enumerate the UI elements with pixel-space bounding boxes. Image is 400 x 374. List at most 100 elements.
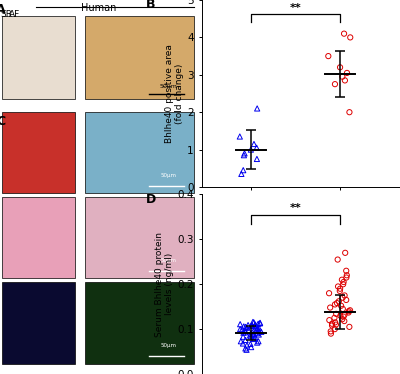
Point — [337, 313, 344, 319]
Text: 50μm: 50μm — [160, 343, 176, 348]
Text: Human: Human — [81, 3, 117, 13]
Point — [340, 279, 347, 285]
Point — [346, 324, 352, 330]
Point — [333, 322, 339, 328]
Point — [346, 109, 353, 115]
Point — [248, 331, 254, 337]
Text: A: A — [0, 3, 6, 16]
Point — [242, 329, 248, 335]
Point — [251, 323, 258, 329]
Point — [329, 322, 335, 328]
Y-axis label: Bhlhe40 positive area
(fold change): Bhlhe40 positive area (fold change) — [165, 44, 184, 143]
Point — [257, 320, 263, 326]
Point — [245, 327, 252, 333]
Point — [245, 322, 251, 328]
Point — [251, 141, 257, 147]
Point — [240, 167, 246, 173]
Point — [253, 324, 259, 330]
Point — [248, 322, 254, 328]
FancyBboxPatch shape — [85, 197, 194, 278]
Point — [338, 303, 344, 309]
Point — [326, 290, 332, 296]
Point — [255, 321, 261, 327]
Point — [240, 340, 246, 346]
Point — [332, 81, 338, 87]
Point — [255, 338, 262, 344]
Point — [344, 272, 350, 278]
Point — [237, 326, 243, 332]
Point — [347, 307, 353, 313]
Point — [340, 313, 347, 319]
Point — [343, 297, 349, 303]
Point — [248, 147, 254, 153]
Point — [256, 325, 262, 331]
Point — [331, 315, 338, 321]
Point — [240, 334, 246, 340]
Point — [345, 310, 352, 316]
FancyBboxPatch shape — [85, 16, 194, 99]
Text: **: ** — [290, 203, 301, 213]
Point — [242, 328, 248, 334]
Point — [237, 321, 243, 327]
FancyBboxPatch shape — [2, 282, 75, 364]
Point — [254, 330, 260, 336]
Point — [341, 312, 348, 318]
Point — [254, 327, 260, 333]
Point — [256, 331, 262, 337]
FancyBboxPatch shape — [2, 16, 75, 99]
Point — [251, 335, 258, 341]
Point — [326, 317, 332, 323]
Text: SR: SR — [0, 10, 12, 19]
Point — [254, 325, 261, 331]
Point — [257, 320, 263, 326]
Point — [242, 328, 248, 334]
Point — [242, 324, 249, 330]
Point — [340, 281, 346, 287]
Point — [339, 277, 345, 283]
Point — [339, 295, 346, 301]
FancyBboxPatch shape — [85, 282, 194, 364]
FancyBboxPatch shape — [85, 112, 194, 193]
Point — [254, 156, 260, 162]
Point — [244, 325, 250, 331]
Point — [238, 338, 244, 344]
Y-axis label: Serum Bhlhe40 protein
levels (ng/ml): Serum Bhlhe40 protein levels (ng/ml) — [155, 232, 174, 337]
Point — [336, 298, 342, 304]
Point — [333, 311, 339, 317]
Point — [346, 308, 352, 314]
Point — [252, 322, 258, 328]
FancyBboxPatch shape — [2, 197, 75, 278]
Point — [244, 342, 250, 348]
Point — [239, 327, 245, 332]
Text: D: D — [146, 193, 156, 206]
Point — [251, 319, 257, 325]
Point — [343, 268, 350, 274]
Point — [249, 329, 256, 335]
Point — [250, 319, 256, 325]
Point — [332, 301, 338, 307]
Point — [254, 340, 260, 346]
Point — [334, 257, 341, 263]
Point — [344, 70, 350, 76]
Point — [238, 171, 244, 177]
Point — [341, 31, 347, 37]
Point — [342, 250, 348, 256]
Text: 50μm: 50μm — [159, 84, 177, 89]
Text: AF: AF — [9, 10, 20, 19]
Text: C: C — [0, 115, 5, 128]
Point — [242, 337, 249, 343]
Point — [337, 286, 343, 292]
FancyBboxPatch shape — [2, 112, 75, 193]
Point — [339, 74, 346, 80]
Point — [343, 275, 350, 280]
Point — [240, 330, 247, 336]
Text: B: B — [146, 0, 156, 11]
Point — [341, 318, 348, 324]
Point — [247, 341, 254, 347]
Point — [335, 283, 341, 289]
Point — [251, 331, 257, 337]
Point — [334, 300, 340, 306]
Point — [254, 326, 260, 332]
Point — [254, 145, 260, 151]
Point — [337, 288, 343, 294]
